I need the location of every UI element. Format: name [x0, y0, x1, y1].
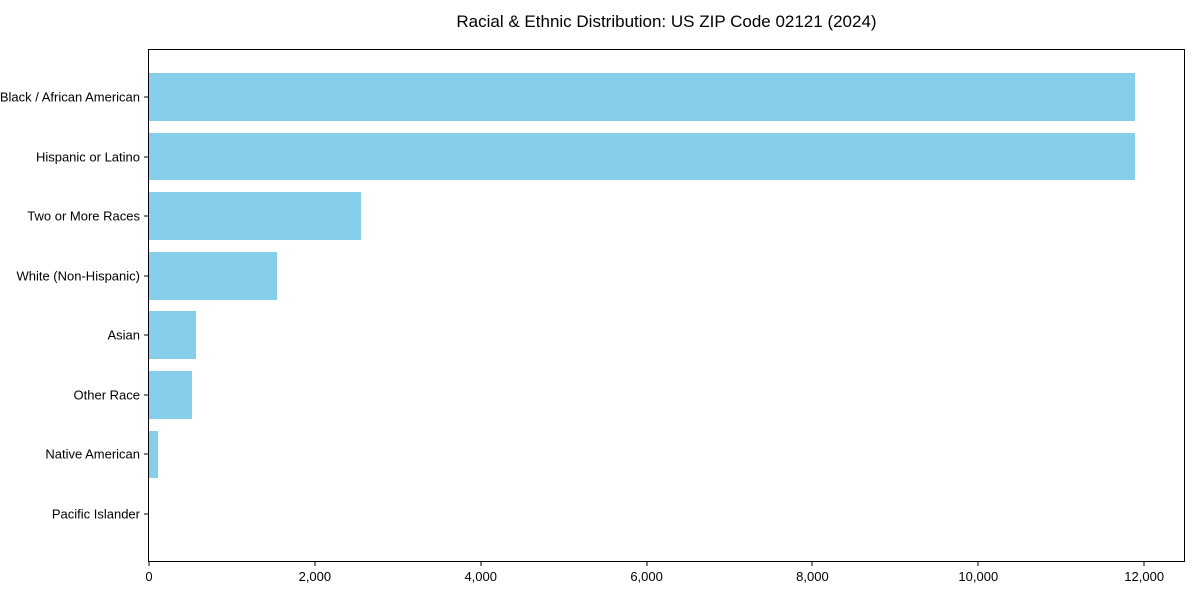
x-tick-mark [1143, 561, 1145, 566]
y-tick-label-two-or-more-races: Two or More Races [27, 208, 140, 224]
y-tick-label-native-american: Native American [45, 446, 140, 462]
x-tick-mark [314, 561, 316, 566]
bar-other-race [149, 371, 192, 419]
x-tick-mark [480, 561, 482, 566]
y-tick-label-other-race: Other Race [73, 387, 140, 403]
x-tick-label: 4,000 [464, 569, 497, 584]
chart-title: Racial & Ethnic Distribution: US ZIP Cod… [456, 12, 877, 31]
plot-area: Black / African American Hispanic or Lati… [0, 49, 1185, 584]
y-tick-mark [144, 394, 149, 396]
y-tick-mark [144, 453, 149, 455]
y-tick-label-pacific-islander: Pacific Islander [51, 506, 140, 522]
x-tick-label: 12,000 [1124, 569, 1165, 584]
x-tick-label: 0 [145, 569, 153, 584]
x-tick-mark [811, 561, 813, 566]
bar-native-american [149, 430, 159, 479]
y-tick-mark [144, 513, 149, 515]
x-tick-label: 2,000 [298, 569, 332, 584]
bar-two-or-more-races [149, 192, 362, 240]
x-tick-label: 6,000 [630, 569, 663, 584]
y-tick-label-hispanic-or-latino: Hispanic or Latino [35, 149, 140, 165]
bar-white-non-hispanic [149, 251, 278, 300]
x-tick-mark [977, 561, 979, 566]
y-tick-label-black-african-american: Black / African American [0, 89, 140, 105]
x-tick-mark [148, 561, 150, 566]
x-tick-label: 10,000 [958, 569, 999, 584]
y-tick-label-white-non-hispanic: White (Non-Hispanic) [16, 268, 140, 284]
bar-asian [149, 311, 196, 360]
y-tick-label-asian: Asian [107, 327, 140, 343]
y-tick-mark [144, 96, 149, 98]
y-tick-mark [144, 215, 149, 217]
x-tick-label: 8,000 [796, 569, 829, 584]
y-tick-mark [144, 275, 149, 277]
y-tick-mark [144, 334, 149, 336]
y-tick-mark [144, 156, 149, 158]
bar-black-african-american [149, 73, 1136, 121]
x-tick-mark [646, 561, 648, 566]
bar-hispanic-or-latino [149, 132, 1136, 181]
